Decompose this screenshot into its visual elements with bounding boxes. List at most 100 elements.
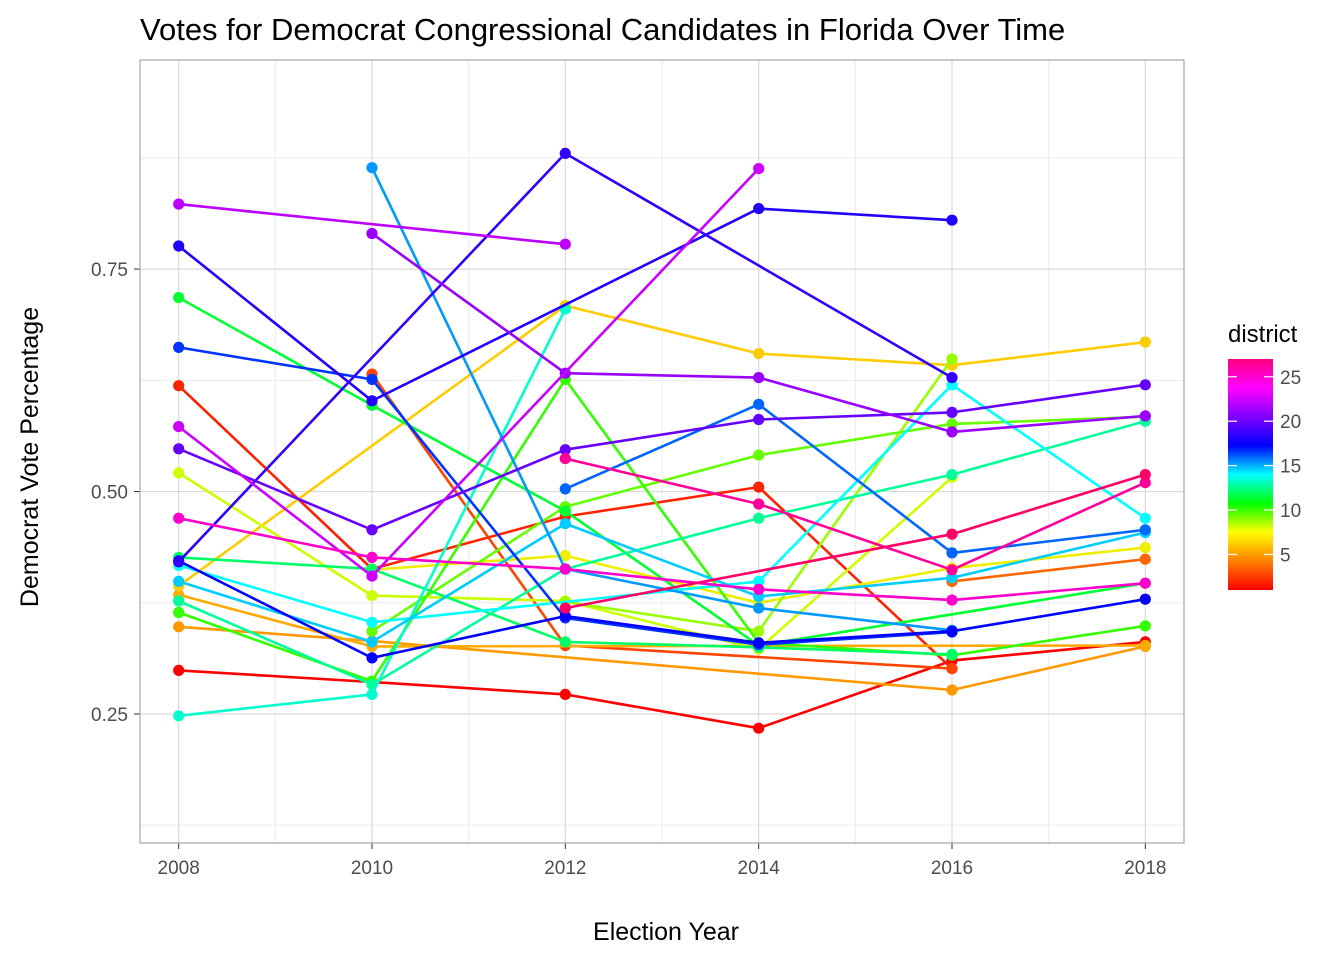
data-point-district-7 (753, 348, 765, 360)
color-legend: district 5 10 15 20 25 (1228, 321, 1301, 590)
data-point-district-29 (1139, 577, 1151, 589)
data-point-district-8 (559, 550, 571, 562)
series-line-district-5 (178, 625, 1146, 692)
legend-tick-label: 5 (1280, 545, 1291, 566)
data-point-district-22 (946, 625, 958, 637)
data-point-district-29 (559, 563, 571, 575)
data-point-district-30 (559, 453, 571, 465)
data-point-district-23 (366, 395, 378, 407)
y-tick-label: 0.75 (91, 260, 128, 281)
data-point-district-4 (1139, 553, 1151, 565)
data-point-district-25 (1139, 379, 1151, 391)
data-point-district-2 (173, 380, 185, 392)
series-line-district-4 (951, 557, 1146, 583)
plot-panel-border (139, 59, 1185, 844)
series-line-district-29 (178, 516, 1146, 602)
data-point-district-3 (946, 663, 958, 675)
data-point-district-15 (173, 595, 185, 607)
data-point-district-22 (1139, 593, 1151, 605)
data-point-district-29 (753, 583, 765, 596)
x-tick-label: 2010 (351, 858, 393, 879)
data-point-district-31 (946, 528, 958, 540)
data-point-district-25 (559, 444, 571, 456)
series-line-district-15 (178, 419, 1146, 686)
data-point-district-9 (173, 467, 185, 479)
data-point-district-29 (946, 594, 958, 606)
data-point-district-7 (1139, 336, 1151, 348)
data-point-district-5 (946, 684, 958, 696)
data-point-district-18 (559, 518, 571, 530)
data-point-district-18 (366, 636, 378, 648)
x-tick-label: 2012 (544, 858, 586, 879)
data-point-district-25 (753, 413, 765, 426)
data-point-district-12 (173, 606, 185, 619)
series-line-district-1 (178, 640, 1146, 730)
data-point-district-29 (173, 512, 185, 524)
data-point-district-26 (366, 227, 378, 240)
data-point-district-10 (946, 353, 958, 365)
x-tick-label: 2016 (931, 858, 973, 879)
data-point-district-27 (173, 198, 185, 210)
data-point-district-5 (173, 621, 185, 633)
legend-title: district (1228, 321, 1298, 348)
series-line-district-25 (178, 383, 1146, 532)
legend-tick-label: 10 (1280, 501, 1301, 522)
y-tick-label: 0.25 (91, 705, 128, 726)
data-point-district-22 (753, 637, 765, 649)
data-point-district-25 (946, 406, 958, 418)
x-tick-label: 2014 (738, 858, 781, 879)
data-point-district-24 (946, 372, 958, 384)
data-point-district-2 (753, 481, 765, 493)
series-line-district-27 (178, 202, 566, 246)
data-point-district-9 (366, 590, 378, 602)
data-point-district-15 (753, 512, 765, 524)
data-point-district-26 (946, 426, 958, 438)
data-point-district-26 (753, 372, 765, 384)
data-point-district-22 (366, 652, 378, 664)
data-point-district-20 (1139, 524, 1151, 536)
data-point-district-1 (559, 688, 571, 701)
series-line-district-30 (565, 457, 1146, 572)
data-point-district-27 (559, 238, 571, 250)
data-point-district-30 (753, 498, 765, 510)
data-point-district-28 (753, 163, 765, 175)
data-point-district-16 (366, 688, 378, 701)
data-point-district-13 (559, 505, 571, 517)
x-tick-label: 2008 (158, 858, 200, 879)
x-tick-label: 2018 (1124, 858, 1166, 879)
data-point-district-30 (1139, 477, 1151, 489)
data-point-district-11 (946, 418, 958, 430)
data-point-district-19 (366, 162, 378, 174)
data-point-district-25 (366, 524, 378, 536)
legend-tick-label: 15 (1280, 457, 1301, 478)
data-point-district-29 (366, 551, 378, 564)
data-point-district-23 (946, 214, 958, 226)
data-point-district-10 (753, 625, 765, 637)
data-point-district-26 (1139, 410, 1151, 422)
data-point-district-20 (559, 483, 571, 495)
data-point-district-16 (173, 710, 185, 722)
data-point-district-1 (753, 722, 765, 734)
data-point-district-28 (366, 570, 378, 582)
data-point-district-31 (1139, 469, 1151, 481)
data-point-district-17 (753, 575, 765, 588)
data-point-district-15 (946, 469, 958, 481)
data-point-district-1 (173, 664, 185, 677)
data-point-district-31 (559, 602, 571, 614)
data-point-district-24 (173, 556, 185, 568)
data-point-district-11 (366, 625, 378, 637)
data-point-district-24 (559, 147, 571, 159)
data-point-district-21 (366, 373, 378, 385)
legend-colorbar (1228, 359, 1273, 590)
data-point-district-20 (753, 398, 765, 410)
data-point-district-14 (946, 648, 958, 661)
legend-tick-label: 20 (1280, 412, 1301, 433)
y-tick-label: 0.50 (91, 483, 128, 504)
data-point-district-25 (173, 443, 185, 455)
series-line-district-18 (178, 522, 1146, 644)
series-line-district-20 (564, 402, 1146, 555)
data-point-district-18 (173, 575, 185, 588)
series-line-district-23 (177, 207, 953, 403)
